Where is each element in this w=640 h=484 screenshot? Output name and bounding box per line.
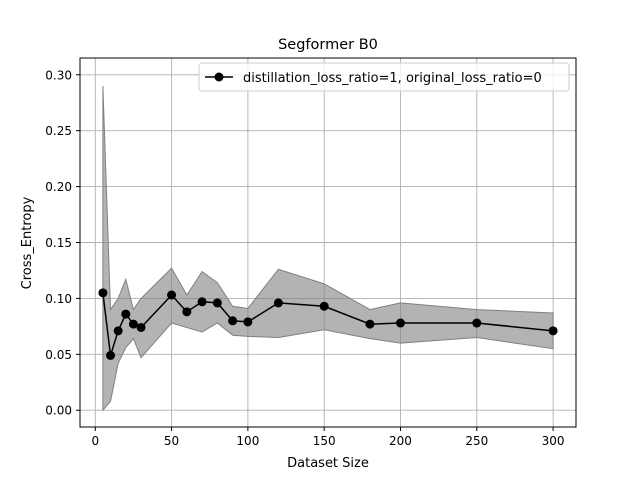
- data-point: [113, 326, 123, 336]
- data-point: [273, 298, 283, 308]
- data-point: [167, 290, 177, 300]
- y-tick-label: 0.15: [45, 236, 72, 250]
- legend-marker-swatch: [214, 72, 224, 82]
- data-point: [106, 350, 116, 360]
- x-tick-label: 250: [465, 434, 488, 448]
- y-tick-label: 0.30: [45, 68, 72, 82]
- data-point: [365, 319, 375, 329]
- confidence-band: [102, 85, 554, 412]
- data-point: [548, 326, 558, 336]
- x-tick-label: 200: [389, 434, 412, 448]
- data-point: [136, 322, 146, 332]
- y-tick-label: 0.00: [45, 404, 72, 418]
- chart-title: Segformer B0: [278, 37, 378, 53]
- data-point: [121, 309, 131, 319]
- axis-ticks: 0 50 100 150 200 250 300 0.00 0.05 0.10 0.15 0.20 0.…: [45, 68, 564, 448]
- data-point: [212, 298, 222, 308]
- data-point: [243, 317, 253, 327]
- series-markers: [98, 288, 558, 360]
- legend: distillation_loss_ratio=1, original_loss…: [198, 62, 570, 92]
- data-point: [319, 301, 329, 311]
- data-point: [395, 318, 405, 328]
- legend-box: [198, 62, 570, 92]
- data-point: [197, 297, 207, 307]
- data-point: [228, 316, 238, 326]
- data-point: [182, 307, 192, 317]
- y-tick-label: 0.05: [45, 348, 72, 362]
- y-tick-label: 0.25: [45, 124, 72, 138]
- confidence-band-area: [102, 85, 554, 412]
- y-tick-label: 0.10: [45, 292, 72, 306]
- legend-entry-label: distillation_loss_ratio=1, original_loss…: [243, 71, 542, 86]
- y-axis-label: Cross_Entropy: [20, 196, 35, 289]
- x-tick-label: 100: [236, 434, 259, 448]
- data-point: [98, 288, 108, 298]
- x-axis-label: Dataset Size: [287, 456, 369, 471]
- x-tick-label: 50: [164, 434, 179, 448]
- data-point: [472, 318, 482, 328]
- x-tick-label: 150: [313, 434, 336, 448]
- data-point: [128, 319, 138, 329]
- y-tick-label: 0.20: [45, 180, 72, 194]
- x-tick-label: 300: [542, 434, 565, 448]
- x-tick-label: 0: [91, 434, 99, 448]
